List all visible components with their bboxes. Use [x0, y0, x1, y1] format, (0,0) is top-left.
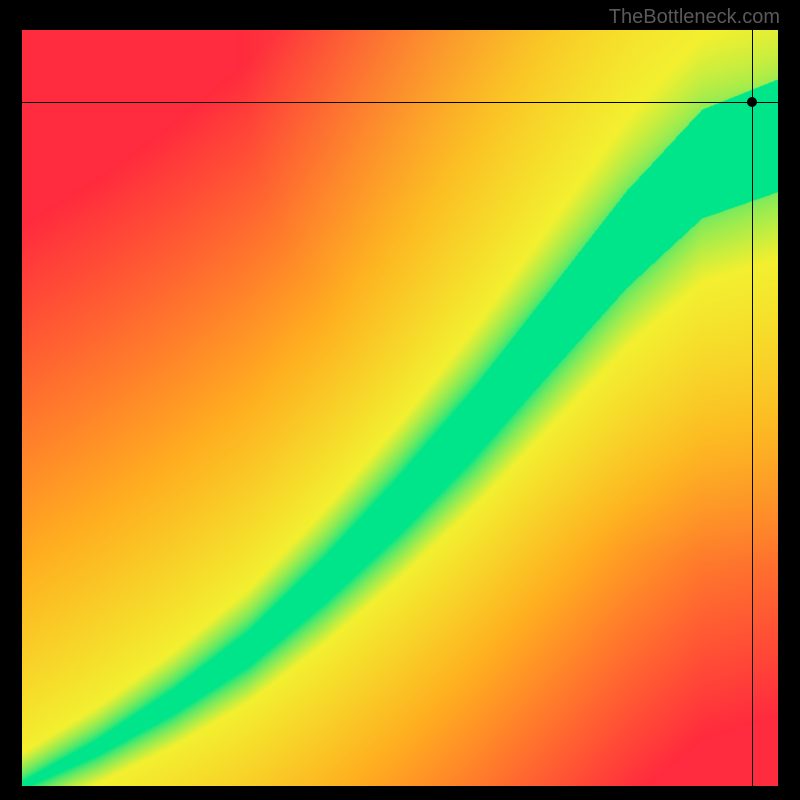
crosshair-marker — [747, 97, 757, 107]
crosshair-vertical — [752, 30, 753, 786]
heatmap-canvas — [22, 30, 778, 786]
bottleneck-heatmap — [22, 30, 778, 786]
crosshair-horizontal — [22, 102, 778, 103]
watermark-text: TheBottleneck.com — [609, 6, 780, 29]
